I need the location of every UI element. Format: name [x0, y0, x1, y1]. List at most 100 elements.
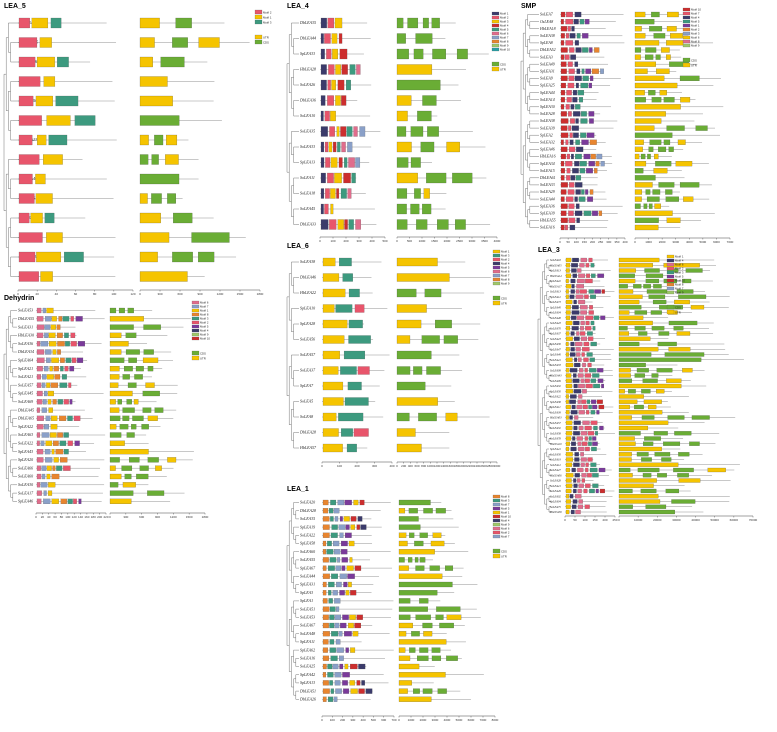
gene-row: DbLEA28	[299, 508, 452, 514]
structure-axis-tick-label: 3000	[672, 240, 679, 244]
motif-box	[36, 432, 41, 438]
motif-box	[320, 79, 327, 91]
gene-label: DbLEA28	[299, 430, 316, 435]
motif-box	[590, 420, 598, 425]
gene-row: SoLEA35	[300, 516, 454, 522]
motif-box	[36, 407, 40, 413]
panel-title-smp: SMP	[521, 3, 537, 10]
motif-box	[350, 688, 358, 694]
utr-box	[398, 663, 420, 670]
utr-box	[109, 316, 144, 322]
motif-box	[347, 573, 355, 579]
gene-row: DbLEA65	[17, 415, 174, 421]
motif-box	[566, 153, 570, 160]
cds-box	[648, 294, 666, 299]
motif-box	[565, 104, 570, 110]
structure-axis-tick-label: 60000	[730, 518, 739, 522]
motif-box	[581, 399, 587, 404]
gene-label: SoLEA75	[550, 505, 561, 509]
legend-swatch	[191, 332, 200, 337]
motif-box	[64, 332, 69, 338]
cds-box	[413, 366, 423, 375]
cds-box	[673, 326, 684, 331]
motif-box	[581, 473, 587, 478]
motif-box	[586, 168, 593, 174]
utr-box	[147, 415, 158, 421]
cds-box	[398, 524, 421, 530]
motif-axis-tick-label: 60	[53, 515, 57, 519]
gene-label: SpLEA50	[550, 389, 561, 393]
structure-axis-tick-label: 0	[139, 292, 141, 296]
motif-box	[573, 488, 577, 494]
motif-box	[584, 373, 592, 378]
legend-swatch	[492, 273, 501, 278]
motif-box	[347, 188, 352, 199]
cds-box	[435, 508, 446, 514]
motif-box	[322, 631, 330, 637]
motif-box	[42, 374, 47, 380]
motif-box	[337, 141, 341, 153]
cds-box	[644, 268, 660, 273]
motif-axis-tick-label: 0	[17, 292, 19, 296]
motif-box	[568, 125, 572, 131]
motif-box	[36, 366, 43, 372]
gene-row: SpLEA42	[300, 672, 484, 678]
motif-box	[574, 196, 578, 202]
motif-axis-tick-label: 700	[391, 718, 396, 722]
cds-box	[407, 17, 419, 29]
gene-row: SoLEA78	[550, 436, 684, 441]
gene-label: SoLEA70	[550, 326, 561, 330]
motif-box	[335, 639, 341, 645]
motif-box	[577, 504, 584, 509]
motif-box	[565, 473, 574, 478]
motif-box	[322, 257, 336, 267]
motif-box	[581, 189, 585, 195]
motif-box	[560, 161, 565, 167]
motif-box	[565, 33, 569, 39]
motif-box	[322, 639, 329, 645]
motif-box	[574, 457, 580, 462]
motif-box	[348, 219, 354, 230]
motif-box	[339, 590, 345, 596]
gene-row: SpLEA10	[300, 304, 462, 313]
structure-axis-tick-label: 1000	[645, 240, 652, 244]
gene-label: SpLEA39	[540, 212, 555, 216]
motif-box	[578, 273, 586, 278]
legend-label: Motif 10	[500, 48, 510, 52]
gene-label: SpLEA30	[540, 105, 555, 109]
motif-box	[61, 374, 67, 380]
motif-box	[322, 516, 330, 522]
legend-swatch	[682, 7, 691, 12]
motif-box	[322, 381, 344, 391]
motif-box	[595, 431, 598, 436]
motif-box	[338, 524, 346, 530]
motif-box	[337, 219, 344, 230]
motif-box	[573, 336, 580, 341]
motif-box	[576, 284, 585, 289]
utr-box	[109, 424, 117, 430]
motif-box	[565, 415, 569, 420]
cds-box	[618, 509, 675, 515]
motif-box	[324, 110, 330, 122]
utr-box	[109, 374, 120, 380]
motif-box	[572, 378, 580, 383]
motif-axis-tick-label: 50	[573, 518, 577, 522]
motif-box	[36, 134, 47, 146]
gene-row: HbLEA06	[549, 473, 713, 478]
cds-box	[452, 172, 473, 184]
cds-box	[415, 33, 433, 44]
motif-box	[565, 299, 573, 305]
cds-box	[419, 598, 429, 604]
gene-label: SpLEA28	[300, 321, 315, 326]
motif-box	[18, 154, 40, 165]
gene-row: SoLEA55	[300, 557, 433, 563]
motif-box	[345, 524, 350, 530]
motif-box	[570, 341, 575, 347]
motif-box	[577, 357, 582, 362]
structure-axis-tick-label: 7000	[727, 240, 734, 244]
utr-box	[634, 11, 646, 18]
motif-box	[570, 331, 575, 336]
motif-box	[59, 440, 67, 446]
motif-box	[573, 478, 577, 483]
